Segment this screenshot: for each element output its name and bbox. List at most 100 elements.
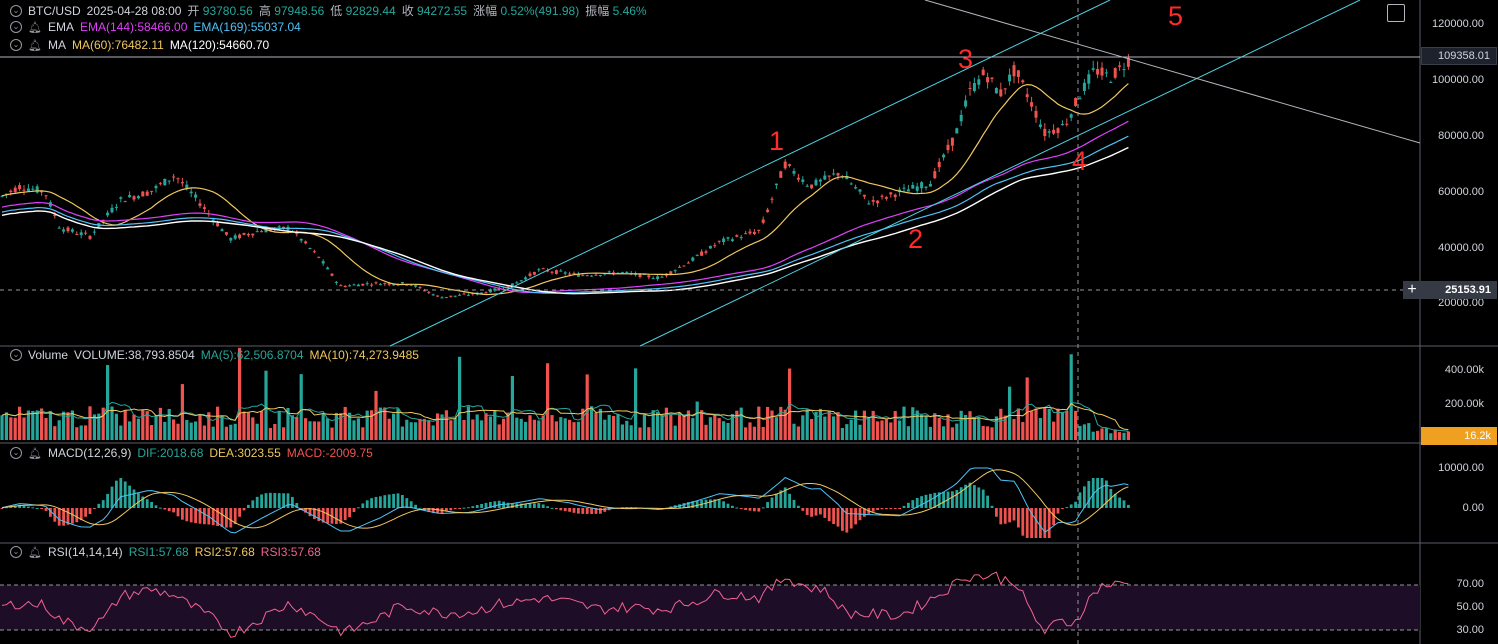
- volume-bar: [832, 416, 836, 440]
- volume-bar: [924, 416, 928, 440]
- volume-bar: [840, 427, 844, 440]
- volume-axis-tick: 200.00k: [1444, 398, 1484, 410]
- candle-body: [378, 284, 382, 286]
- alert-bell-icon[interactable]: 🔔︎: [28, 546, 42, 559]
- volume-bar: [999, 408, 1003, 440]
- volume-bar: [436, 413, 440, 440]
- fullscreen-icon[interactable]: [1387, 4, 1405, 22]
- alert-bell-icon[interactable]: 🔔︎: [28, 447, 42, 460]
- candle-body: [810, 184, 814, 189]
- macd-histogram-bar: [49, 508, 52, 517]
- candle-body: [757, 229, 761, 231]
- macd-histogram-bar: [189, 508, 193, 523]
- volume-bar: [915, 410, 919, 440]
- candle-body: [559, 270, 563, 272]
- macd-histogram-bar: [1039, 508, 1042, 538]
- chevron-down-icon[interactable]: ⌄: [10, 39, 22, 51]
- macd-histogram-bar: [995, 508, 998, 517]
- add-alert-plus-icon[interactable]: +: [1403, 281, 1421, 299]
- volume-bar: [9, 417, 13, 440]
- candle-body: [730, 239, 734, 241]
- volume-bar: [651, 410, 655, 440]
- candle-body: [418, 286, 422, 288]
- macd-histogram-bar: [827, 508, 831, 522]
- chevron-down-icon[interactable]: ⌄: [10, 21, 22, 33]
- macd-histogram-bar: [5, 507, 8, 509]
- macd-histogram-bar: [71, 508, 74, 524]
- volume-bar: [268, 427, 272, 440]
- candle-body: [0, 195, 4, 197]
- candle-body: [255, 231, 259, 233]
- volume-bar: [1065, 410, 1069, 440]
- candle-body: [352, 284, 356, 286]
- candle-body: [981, 69, 985, 76]
- volume-bar: [1091, 431, 1095, 440]
- chevron-down-icon[interactable]: ⌄: [10, 4, 22, 17]
- macd-histogram-bar: [308, 508, 312, 517]
- macd-histogram-bar: [343, 508, 347, 521]
- candle-body: [1091, 68, 1095, 70]
- candle-body: [260, 231, 264, 233]
- volume-bar: [13, 417, 17, 440]
- candle-body: [1056, 128, 1060, 134]
- volume-bar: [1021, 422, 1025, 440]
- candle-body: [1021, 80, 1025, 83]
- candle-body: [713, 245, 717, 247]
- macd-histogram-bar: [132, 489, 136, 508]
- volume-bar: [1060, 411, 1064, 440]
- price-axis-tick: 100000.00: [1432, 74, 1484, 86]
- volume-bar: [537, 420, 541, 440]
- macd-histogram-bar: [181, 508, 184, 520]
- macd-histogram-bar: [1091, 478, 1095, 508]
- volume-bar: [488, 416, 492, 440]
- candle-body: [211, 219, 215, 222]
- volume-bar: [1025, 377, 1029, 440]
- volume-name: Volume: [28, 348, 69, 362]
- candle-body: [805, 185, 809, 187]
- candle-body: [854, 187, 858, 189]
- candle-body: [924, 186, 928, 188]
- volume-bar: [854, 410, 858, 440]
- volume-bar: [44, 417, 48, 440]
- volume-ma10-line: [1, 402, 1129, 431]
- macd-histogram-bar: [511, 503, 514, 508]
- chevron-down-icon[interactable]: ⌄: [10, 447, 22, 459]
- volume-bar: [1109, 433, 1113, 440]
- volume-bar: [858, 424, 862, 440]
- volume-bar: [585, 374, 589, 440]
- macd-histogram-bar: [898, 508, 901, 510]
- macd-histogram-bar: [937, 492, 941, 508]
- candle-body: [35, 186, 39, 193]
- candle-body: [462, 293, 466, 295]
- candle-body: [493, 288, 497, 291]
- candle-body: [194, 194, 198, 198]
- candle-body: [343, 285, 347, 287]
- macd-histogram-bar: [915, 497, 919, 508]
- macd-histogram-bar: [326, 508, 329, 524]
- macd-legend: ⌄ 🔔︎ MACD(12,26,9) DIF:2018.68 DEA:3023.…: [10, 446, 373, 460]
- ema169-value: EMA(169):55037.04: [193, 20, 301, 34]
- candle-body: [22, 189, 26, 191]
- rsi-band: [0, 585, 1420, 630]
- macd-histogram-bar: [260, 494, 263, 508]
- volume-bar: [880, 420, 884, 440]
- macd-axis-tick: 10000.00: [1438, 462, 1484, 474]
- candle-body: [528, 273, 532, 276]
- candle-body: [656, 276, 660, 280]
- macd-histogram-bar: [84, 508, 87, 517]
- volume-bar: [211, 426, 215, 440]
- chevron-down-icon[interactable]: ⌄: [10, 546, 22, 558]
- volume-bar: [75, 427, 79, 440]
- candle-body: [242, 232, 246, 235]
- macd-histogram-bar: [814, 508, 818, 516]
- candle-body: [739, 237, 743, 239]
- candle-body: [1074, 98, 1078, 106]
- chevron-down-icon[interactable]: ⌄: [10, 349, 22, 361]
- macd-histogram-bar: [321, 508, 325, 523]
- alert-bell-icon[interactable]: 🔔︎: [28, 39, 42, 52]
- macd-histogram-bar: [999, 508, 1003, 525]
- candle-body: [752, 231, 756, 235]
- candle-body: [308, 247, 312, 249]
- alert-bell-icon[interactable]: 🔔︎: [28, 21, 42, 34]
